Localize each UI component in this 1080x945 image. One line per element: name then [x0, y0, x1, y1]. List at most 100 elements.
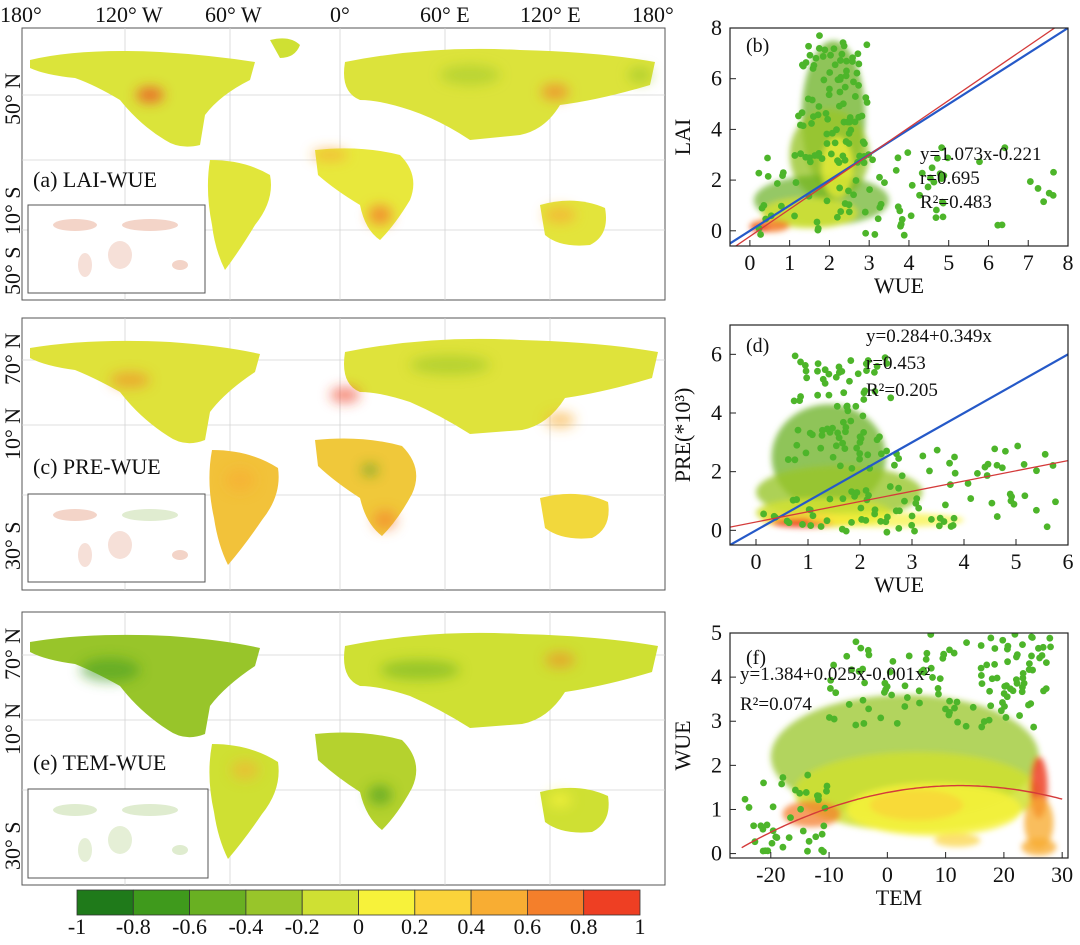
scatter-point [857, 644, 865, 652]
stat-annotation: R²=0.205 [866, 380, 938, 401]
scatter-point [856, 433, 864, 441]
scatter-point [916, 699, 923, 707]
scatter-point [847, 417, 855, 425]
scatter-point [834, 76, 842, 84]
scatter-point [815, 792, 822, 800]
scatter-point [988, 499, 996, 507]
scatter-point [795, 112, 802, 120]
colorbar-tick-label: -1 [68, 914, 86, 939]
scatter-point [861, 208, 869, 216]
scatter-point [964, 480, 972, 487]
scatter-point [866, 186, 873, 193]
scatter-point [978, 723, 986, 731]
panel-label-e: (e) TEM-WUE [33, 750, 166, 775]
stat-annotation: y=0.284+0.349x [866, 326, 992, 347]
colorbar-tick-label: -0.8 [116, 914, 151, 939]
scatter-point [813, 218, 821, 226]
scatter-point [901, 703, 909, 710]
x-tick-label: 2 [824, 250, 835, 275]
scatter-point [871, 368, 878, 376]
scatter-point [845, 208, 853, 216]
scatter-point [805, 837, 813, 845]
scatter-point [832, 373, 840, 381]
x-tick-label: 1 [784, 250, 795, 275]
y-tick-label: 8 [711, 15, 722, 40]
landmass [30, 38, 655, 270]
scatter-point [842, 72, 850, 80]
colorbar-tick-label: 0.6 [514, 914, 542, 939]
scatter-point [792, 786, 799, 794]
scatter-point [842, 428, 849, 436]
scatter-point [954, 718, 962, 726]
density-region [869, 789, 964, 821]
scatter-point [801, 361, 809, 369]
scatter-point [818, 830, 826, 838]
scatter-point [818, 431, 826, 439]
scatter-point [821, 366, 829, 374]
scatter-point [848, 518, 855, 526]
scatter-point [828, 129, 836, 137]
scatter-point [908, 512, 916, 520]
x-tick-label: 10 [935, 862, 957, 887]
scatter-point [839, 439, 847, 447]
scatter-point [844, 118, 851, 126]
scatter-point [835, 102, 843, 110]
scatter-point [855, 60, 863, 68]
scatter-point [802, 789, 810, 796]
scatter-point [887, 394, 895, 402]
scatter-point [860, 396, 868, 403]
scatter-point [986, 687, 993, 695]
scatter-panel-pre-wue: 0 1 2 3 4 5 6 0 2 4 6 WUE PRE(*10³) (d) y=0.284+0.349x… [670, 324, 1074, 597]
scatter-point [927, 633, 935, 638]
scatter-point [825, 391, 833, 399]
hotspots [110, 355, 575, 530]
scatter-point [864, 357, 872, 364]
scatter-point [998, 221, 1006, 229]
lon-label: 120° E [520, 2, 581, 27]
landmass [30, 632, 658, 859]
scatter-point [799, 122, 807, 130]
scatter-point [1032, 506, 1040, 514]
scatter-point [773, 834, 781, 841]
scatter-point [814, 111, 822, 119]
scatter-point [946, 709, 953, 716]
scatter-point [826, 69, 834, 76]
scatter-point [852, 721, 860, 729]
y-tick-label: 0 [711, 517, 722, 542]
stat-annotation: R²=0.074 [740, 694, 812, 715]
scatter-point [814, 391, 822, 399]
stat-annotation: y=1.073x-0.221 [920, 144, 1042, 165]
scatter-point [812, 54, 820, 62]
scatter-point [1042, 659, 1050, 667]
scatter-point [1034, 185, 1042, 192]
scatter-point [817, 444, 825, 452]
scatter-point [799, 827, 807, 835]
scatter-point [1025, 660, 1033, 668]
scatter-point [825, 91, 833, 99]
lat-label: 50° N [0, 73, 25, 125]
scatter-point [856, 455, 863, 463]
scatter-point [757, 231, 764, 238]
x-axis-label: TEM [876, 885, 922, 910]
colorbar-swatch [301, 889, 359, 916]
scatter-point [1040, 198, 1048, 206]
scatter-point [802, 367, 810, 375]
inset-dots [53, 804, 188, 862]
scatter-point [942, 501, 949, 509]
colorbar-swatch [76, 889, 134, 916]
scatter-point [882, 518, 890, 526]
plot-area [730, 28, 1068, 246]
scatter-point [893, 719, 901, 727]
scatter-point [760, 779, 767, 787]
scatter-point [1004, 658, 1011, 666]
x-tick-label: 3 [907, 549, 918, 574]
scatter-point [836, 88, 844, 96]
scatter-point [929, 674, 936, 681]
scatter-point [1030, 723, 1038, 731]
scatter-point [860, 720, 868, 727]
scatter-point [750, 822, 758, 830]
scatter-point [977, 664, 985, 672]
lon-label: 180° [0, 2, 42, 27]
x-tick-label: -20 [756, 862, 785, 887]
scatter-point [790, 397, 798, 405]
